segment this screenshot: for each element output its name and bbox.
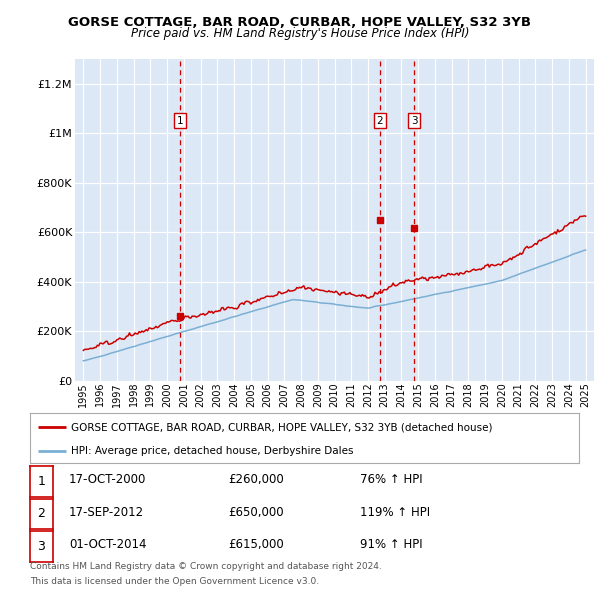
Text: 119% ↑ HPI: 119% ↑ HPI [360, 506, 430, 519]
Text: 2: 2 [377, 116, 383, 126]
Text: 1: 1 [37, 475, 46, 488]
Text: This data is licensed under the Open Government Licence v3.0.: This data is licensed under the Open Gov… [30, 577, 319, 586]
Text: 3: 3 [411, 116, 418, 126]
Text: GORSE COTTAGE, BAR ROAD, CURBAR, HOPE VALLEY, S32 3YB (detached house): GORSE COTTAGE, BAR ROAD, CURBAR, HOPE VA… [71, 422, 493, 432]
Text: £650,000: £650,000 [228, 506, 284, 519]
Text: 3: 3 [37, 540, 46, 553]
Text: £615,000: £615,000 [228, 538, 284, 551]
Text: 91% ↑ HPI: 91% ↑ HPI [360, 538, 422, 551]
Text: £260,000: £260,000 [228, 473, 284, 486]
Text: GORSE COTTAGE, BAR ROAD, CURBAR, HOPE VALLEY, S32 3YB: GORSE COTTAGE, BAR ROAD, CURBAR, HOPE VA… [68, 16, 532, 29]
Text: HPI: Average price, detached house, Derbyshire Dales: HPI: Average price, detached house, Derb… [71, 445, 353, 455]
Text: Contains HM Land Registry data © Crown copyright and database right 2024.: Contains HM Land Registry data © Crown c… [30, 562, 382, 571]
Text: 2: 2 [37, 507, 46, 520]
Text: Price paid vs. HM Land Registry's House Price Index (HPI): Price paid vs. HM Land Registry's House … [131, 27, 469, 40]
Text: 01-OCT-2014: 01-OCT-2014 [69, 538, 146, 551]
Text: 17-SEP-2012: 17-SEP-2012 [69, 506, 144, 519]
Text: 76% ↑ HPI: 76% ↑ HPI [360, 473, 422, 486]
Text: 17-OCT-2000: 17-OCT-2000 [69, 473, 146, 486]
Text: 1: 1 [177, 116, 184, 126]
